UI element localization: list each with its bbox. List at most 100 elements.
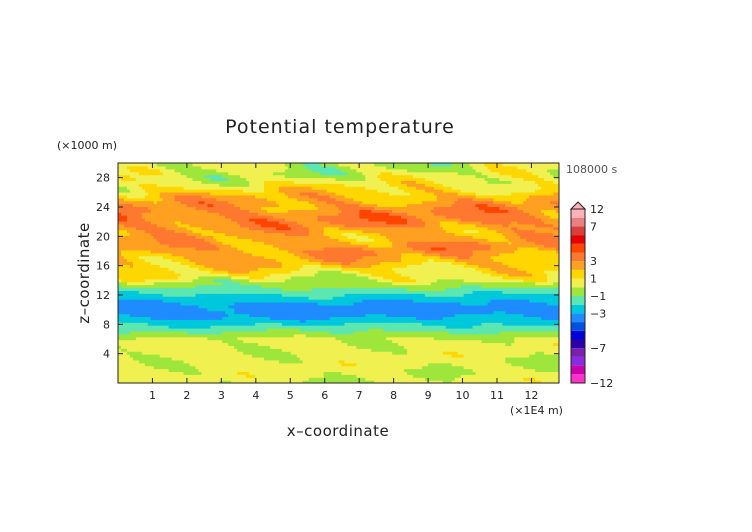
field-cell xyxy=(126,377,131,381)
field-cell xyxy=(159,374,164,378)
field-cell xyxy=(421,328,426,332)
field-cell xyxy=(374,351,378,355)
field-cell xyxy=(365,345,369,349)
field-cell xyxy=(126,293,131,297)
field-cell xyxy=(308,365,313,370)
field-cell xyxy=(240,310,244,315)
field-cell xyxy=(457,365,462,370)
field-cell xyxy=(287,296,292,300)
field-cell xyxy=(478,345,483,349)
field-cell xyxy=(231,310,235,315)
field-cell xyxy=(195,325,200,329)
field-cell xyxy=(532,342,536,346)
field-cell xyxy=(532,333,536,338)
field-cell xyxy=(338,301,343,306)
field-cell xyxy=(541,362,545,367)
field-cell xyxy=(123,328,128,332)
field-cell xyxy=(469,322,474,326)
field-cell xyxy=(454,374,459,378)
field-cell xyxy=(338,365,343,370)
field-cell xyxy=(150,368,155,373)
field-cell xyxy=(508,359,512,364)
field-cell xyxy=(305,351,310,355)
field-cell xyxy=(463,293,468,297)
field-cell xyxy=(472,368,477,373)
field-cell xyxy=(255,307,259,312)
field-cell xyxy=(466,307,471,312)
field-cell xyxy=(278,316,283,320)
field-cell xyxy=(243,362,247,367)
field-cell xyxy=(389,284,393,289)
field-cell xyxy=(138,356,143,361)
field-cell xyxy=(275,371,280,375)
field-cell xyxy=(150,345,155,349)
field-cell xyxy=(210,319,214,323)
field-cell xyxy=(374,380,378,383)
field-cell xyxy=(350,325,354,329)
field-cell xyxy=(144,293,149,297)
field-cell xyxy=(401,342,405,346)
field-cell xyxy=(317,310,322,315)
field-cell xyxy=(347,333,352,338)
field-cell xyxy=(502,345,506,349)
field-cell xyxy=(275,339,280,344)
field-cell xyxy=(180,316,185,320)
field-cell xyxy=(192,368,197,373)
field-cell xyxy=(424,319,429,323)
field-cell xyxy=(332,299,337,303)
field-cell xyxy=(201,293,206,297)
field-cell xyxy=(389,380,393,383)
field-cell xyxy=(302,380,307,383)
field-cell xyxy=(371,380,375,383)
field-cell xyxy=(383,359,387,364)
field-cell xyxy=(228,301,232,306)
field-cell xyxy=(293,351,298,355)
field-cell xyxy=(520,296,524,300)
field-cell xyxy=(451,368,456,373)
field-cell xyxy=(207,290,211,294)
field-cell xyxy=(228,328,232,332)
field-cell xyxy=(174,325,179,329)
field-cell xyxy=(523,371,527,375)
field-cell xyxy=(293,325,298,329)
field-cell xyxy=(341,313,346,318)
field-cell xyxy=(553,377,557,381)
field-cell xyxy=(264,339,268,344)
field-cell xyxy=(153,345,158,349)
field-cell xyxy=(118,313,122,318)
field-cell xyxy=(317,319,322,323)
field-cell xyxy=(404,313,408,318)
field-cell xyxy=(424,307,429,312)
field-cell xyxy=(347,362,352,367)
field-cell xyxy=(210,359,214,364)
field-cell xyxy=(153,351,158,355)
field-cell xyxy=(335,351,340,355)
field-cell xyxy=(180,377,185,381)
field-cell xyxy=(225,359,229,364)
field-cell xyxy=(395,371,399,375)
field-cell xyxy=(264,307,268,312)
field-cell xyxy=(350,368,354,373)
field-cell xyxy=(278,333,283,338)
field-cell xyxy=(165,377,170,381)
field-cell xyxy=(427,342,432,346)
field-cell xyxy=(529,307,533,312)
field-cell xyxy=(320,287,325,291)
field-cell xyxy=(377,316,381,320)
field-cell xyxy=(287,336,292,341)
field-cell xyxy=(514,336,518,341)
field-cell xyxy=(389,359,393,364)
field-cell xyxy=(421,374,426,378)
field-cell xyxy=(472,290,477,294)
field-cell xyxy=(252,313,256,318)
field-cell xyxy=(389,336,393,341)
field-cell xyxy=(517,351,521,355)
field-cell xyxy=(392,299,396,303)
field-cell xyxy=(457,356,462,361)
field-cell xyxy=(150,313,155,318)
field-cell xyxy=(326,287,331,291)
field-cell xyxy=(261,319,265,323)
field-cell xyxy=(389,371,393,375)
field-cell xyxy=(383,330,387,335)
field-cell xyxy=(553,368,557,373)
